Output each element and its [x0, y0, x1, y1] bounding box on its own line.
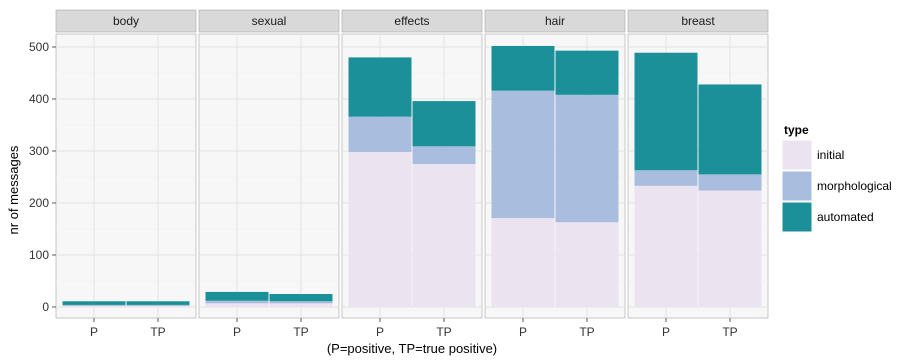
x-tick-label: P	[90, 325, 98, 339]
bar-segment-effects-TP-initial	[412, 164, 476, 307]
facet-breast: breast	[627, 9, 769, 319]
bar-segment-breast-TP-automated	[698, 84, 762, 175]
facet-strip	[627, 9, 769, 33]
facet-strip-label: effects	[394, 14, 429, 28]
bar-segment-breast-P-automated	[634, 52, 698, 171]
x-tick-label: P	[376, 325, 384, 339]
legend-key-morphological	[781, 170, 813, 202]
bar-segment-sexual-TP-initial	[269, 303, 333, 307]
y-tick-label: 200	[29, 196, 49, 210]
bar-segment-hair-P-morphological	[491, 90, 555, 219]
bar-segment-sexual-TP-automated	[269, 294, 333, 302]
y-tick-label: 0	[42, 300, 49, 314]
x-tick-label: TP	[150, 325, 165, 339]
y-tick-label: 400	[29, 92, 49, 106]
bar-segment-hair-TP-initial	[555, 222, 619, 307]
bar-segment-body-P-automated	[62, 301, 126, 305]
bar-segment-hair-P-automated	[491, 45, 555, 91]
bar-segment-breast-TP-initial	[698, 190, 762, 307]
facet-strip	[341, 9, 483, 33]
x-tick-label: TP	[436, 325, 451, 339]
bar-segment-breast-P-initial	[634, 185, 698, 307]
legend-title: type	[784, 123, 809, 137]
bar-segment-body-P-initial	[62, 305, 126, 307]
x-tick-label: P	[519, 325, 527, 339]
bar-segment-effects-P-morphological	[348, 116, 412, 153]
y-axis: 0 100 200 300 400 500	[29, 40, 56, 314]
legend: type initial morphological automated	[781, 123, 892, 233]
legend-key-initial	[781, 139, 813, 171]
bar-segment-effects-TP-automated	[412, 101, 476, 147]
facet-strip-label: hair	[545, 14, 565, 28]
legend-label-morphological: morphological	[817, 179, 892, 193]
facet-panel-background	[55, 33, 197, 319]
x-tick-label: TP	[722, 325, 737, 339]
x-tick-label: TP	[579, 325, 594, 339]
facet-strip	[198, 9, 340, 33]
y-tick-label: 300	[29, 144, 49, 158]
bar-segment-effects-P-initial	[348, 152, 412, 307]
facet-panels: body sexual effects hair breast	[55, 9, 769, 319]
y-axis-title: nr of messages	[6, 145, 21, 234]
facet-effects: effects	[341, 9, 483, 319]
bar-segment-sexual-P-morphological	[205, 300, 269, 304]
bar-segment-sexual-P-initial	[205, 303, 269, 307]
bar-segment-hair-TP-morphological	[555, 94, 619, 223]
facet-strip-label: breast	[681, 14, 715, 28]
legend-label-automated: automated	[817, 210, 874, 224]
facet-strip	[55, 9, 197, 33]
bar-segment-breast-TP-morphological	[698, 174, 762, 191]
bar-segment-body-TP-initial	[126, 305, 190, 307]
bar-segment-hair-TP-automated	[555, 50, 619, 95]
x-tick-label: TP	[293, 325, 308, 339]
bar-segment-sexual-TP-morphological	[269, 301, 333, 304]
legend-label-initial: initial	[817, 148, 844, 162]
facet-sexual: sexual	[198, 9, 340, 319]
x-axis: P TP P TP P TP P TP P TP	[90, 318, 738, 339]
facet-strip-label: body	[113, 14, 139, 28]
bar-segment-effects-TP-morphological	[412, 146, 476, 164]
y-tick-label: 100	[29, 248, 49, 262]
x-tick-label: P	[662, 325, 670, 339]
facet-hair: hair	[484, 9, 626, 319]
bar-segment-hair-P-initial	[491, 218, 555, 307]
x-axis-title: (P=positive, TP=true positive)	[327, 341, 497, 356]
bar-segment-body-TP-automated	[126, 301, 190, 305]
bar-segment-sexual-P-automated	[205, 291, 269, 301]
bar-segment-breast-P-morphological	[634, 170, 698, 186]
facet-strip	[484, 9, 626, 33]
facet-strip-label: sexual	[252, 14, 287, 28]
y-tick-label: 500	[29, 40, 49, 54]
facet-panel-background	[198, 33, 340, 319]
legend-key-automated	[781, 201, 813, 233]
bar-segment-body-P-morphological	[62, 304, 126, 306]
bar-segment-effects-P-automated	[348, 57, 412, 117]
x-tick-label: P	[233, 325, 241, 339]
facet-body: body	[55, 9, 197, 319]
bar-segment-body-TP-morphological	[126, 304, 190, 306]
